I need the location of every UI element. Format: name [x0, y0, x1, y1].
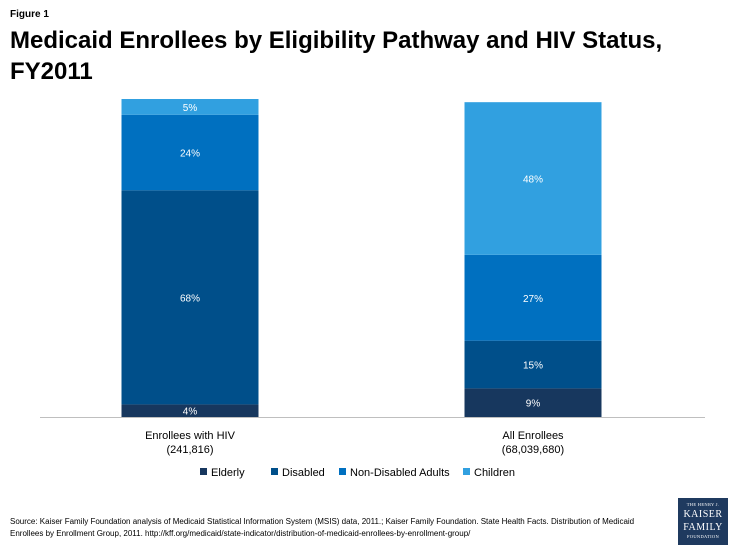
data-label-elderly-0: 4% — [183, 407, 198, 418]
x-tick-label-1-0: All Enrollees — [502, 430, 564, 442]
bar-non-disabled-adults-0 — [121, 114, 259, 191]
legend-swatch-disabled — [271, 468, 278, 475]
data-label-children-1: 48% — [523, 175, 543, 186]
legend-label-disabled: Disabled — [282, 467, 325, 479]
legend-swatch-non-disabled-adults — [339, 468, 346, 475]
bar-disabled-1 — [464, 340, 602, 389]
legend-label-children: Children — [474, 467, 515, 479]
data-label-children-0: 5% — [183, 103, 198, 114]
x-tick-label-0-1: (241,816) — [166, 444, 213, 456]
source-note: Source: Kaiser Family Foundation analysi… — [10, 517, 635, 538]
chart-title: Medicaid Enrollees by Eligibility Pathwa… — [10, 27, 663, 85]
kff-logo: THE HENRY J. KAISER FAMILY FOUNDATION — [678, 498, 728, 545]
bar-elderly-1 — [464, 388, 602, 417]
legend-label-non-disabled-adults: Non-Disabled Adults — [350, 467, 450, 479]
bar-children-1 — [464, 102, 602, 255]
data-label-disabled-1: 15% — [523, 361, 543, 372]
stacked-bar-chart: 4% 68% 24% 5% 9% 15% 27% 48% Enrollees with HIV (… — [40, 99, 705, 479]
bar-non-disabled-adults-1 — [464, 254, 602, 341]
bar-disabled-0 — [121, 190, 259, 405]
legend-swatch-children — [463, 468, 470, 475]
legend-label-elderly: Elderly — [211, 467, 245, 479]
x-tick-label-0-0: Enrollees with HIV — [145, 430, 236, 442]
legend-swatch-elderly — [200, 468, 207, 475]
x-tick-label-1-1: (68,039,680) — [502, 444, 564, 456]
bar-children-0 — [121, 99, 259, 115]
data-label-disabled-0: 68% — [180, 293, 200, 304]
bar-elderly-0 — [121, 404, 259, 417]
figure-label: Figure 1 — [10, 9, 49, 20]
data-label-non-disabled-adults-1: 27% — [523, 294, 543, 305]
data-label-elderly-1: 9% — [526, 399, 541, 410]
data-label-non-disabled-adults-0: 24% — [180, 149, 200, 160]
